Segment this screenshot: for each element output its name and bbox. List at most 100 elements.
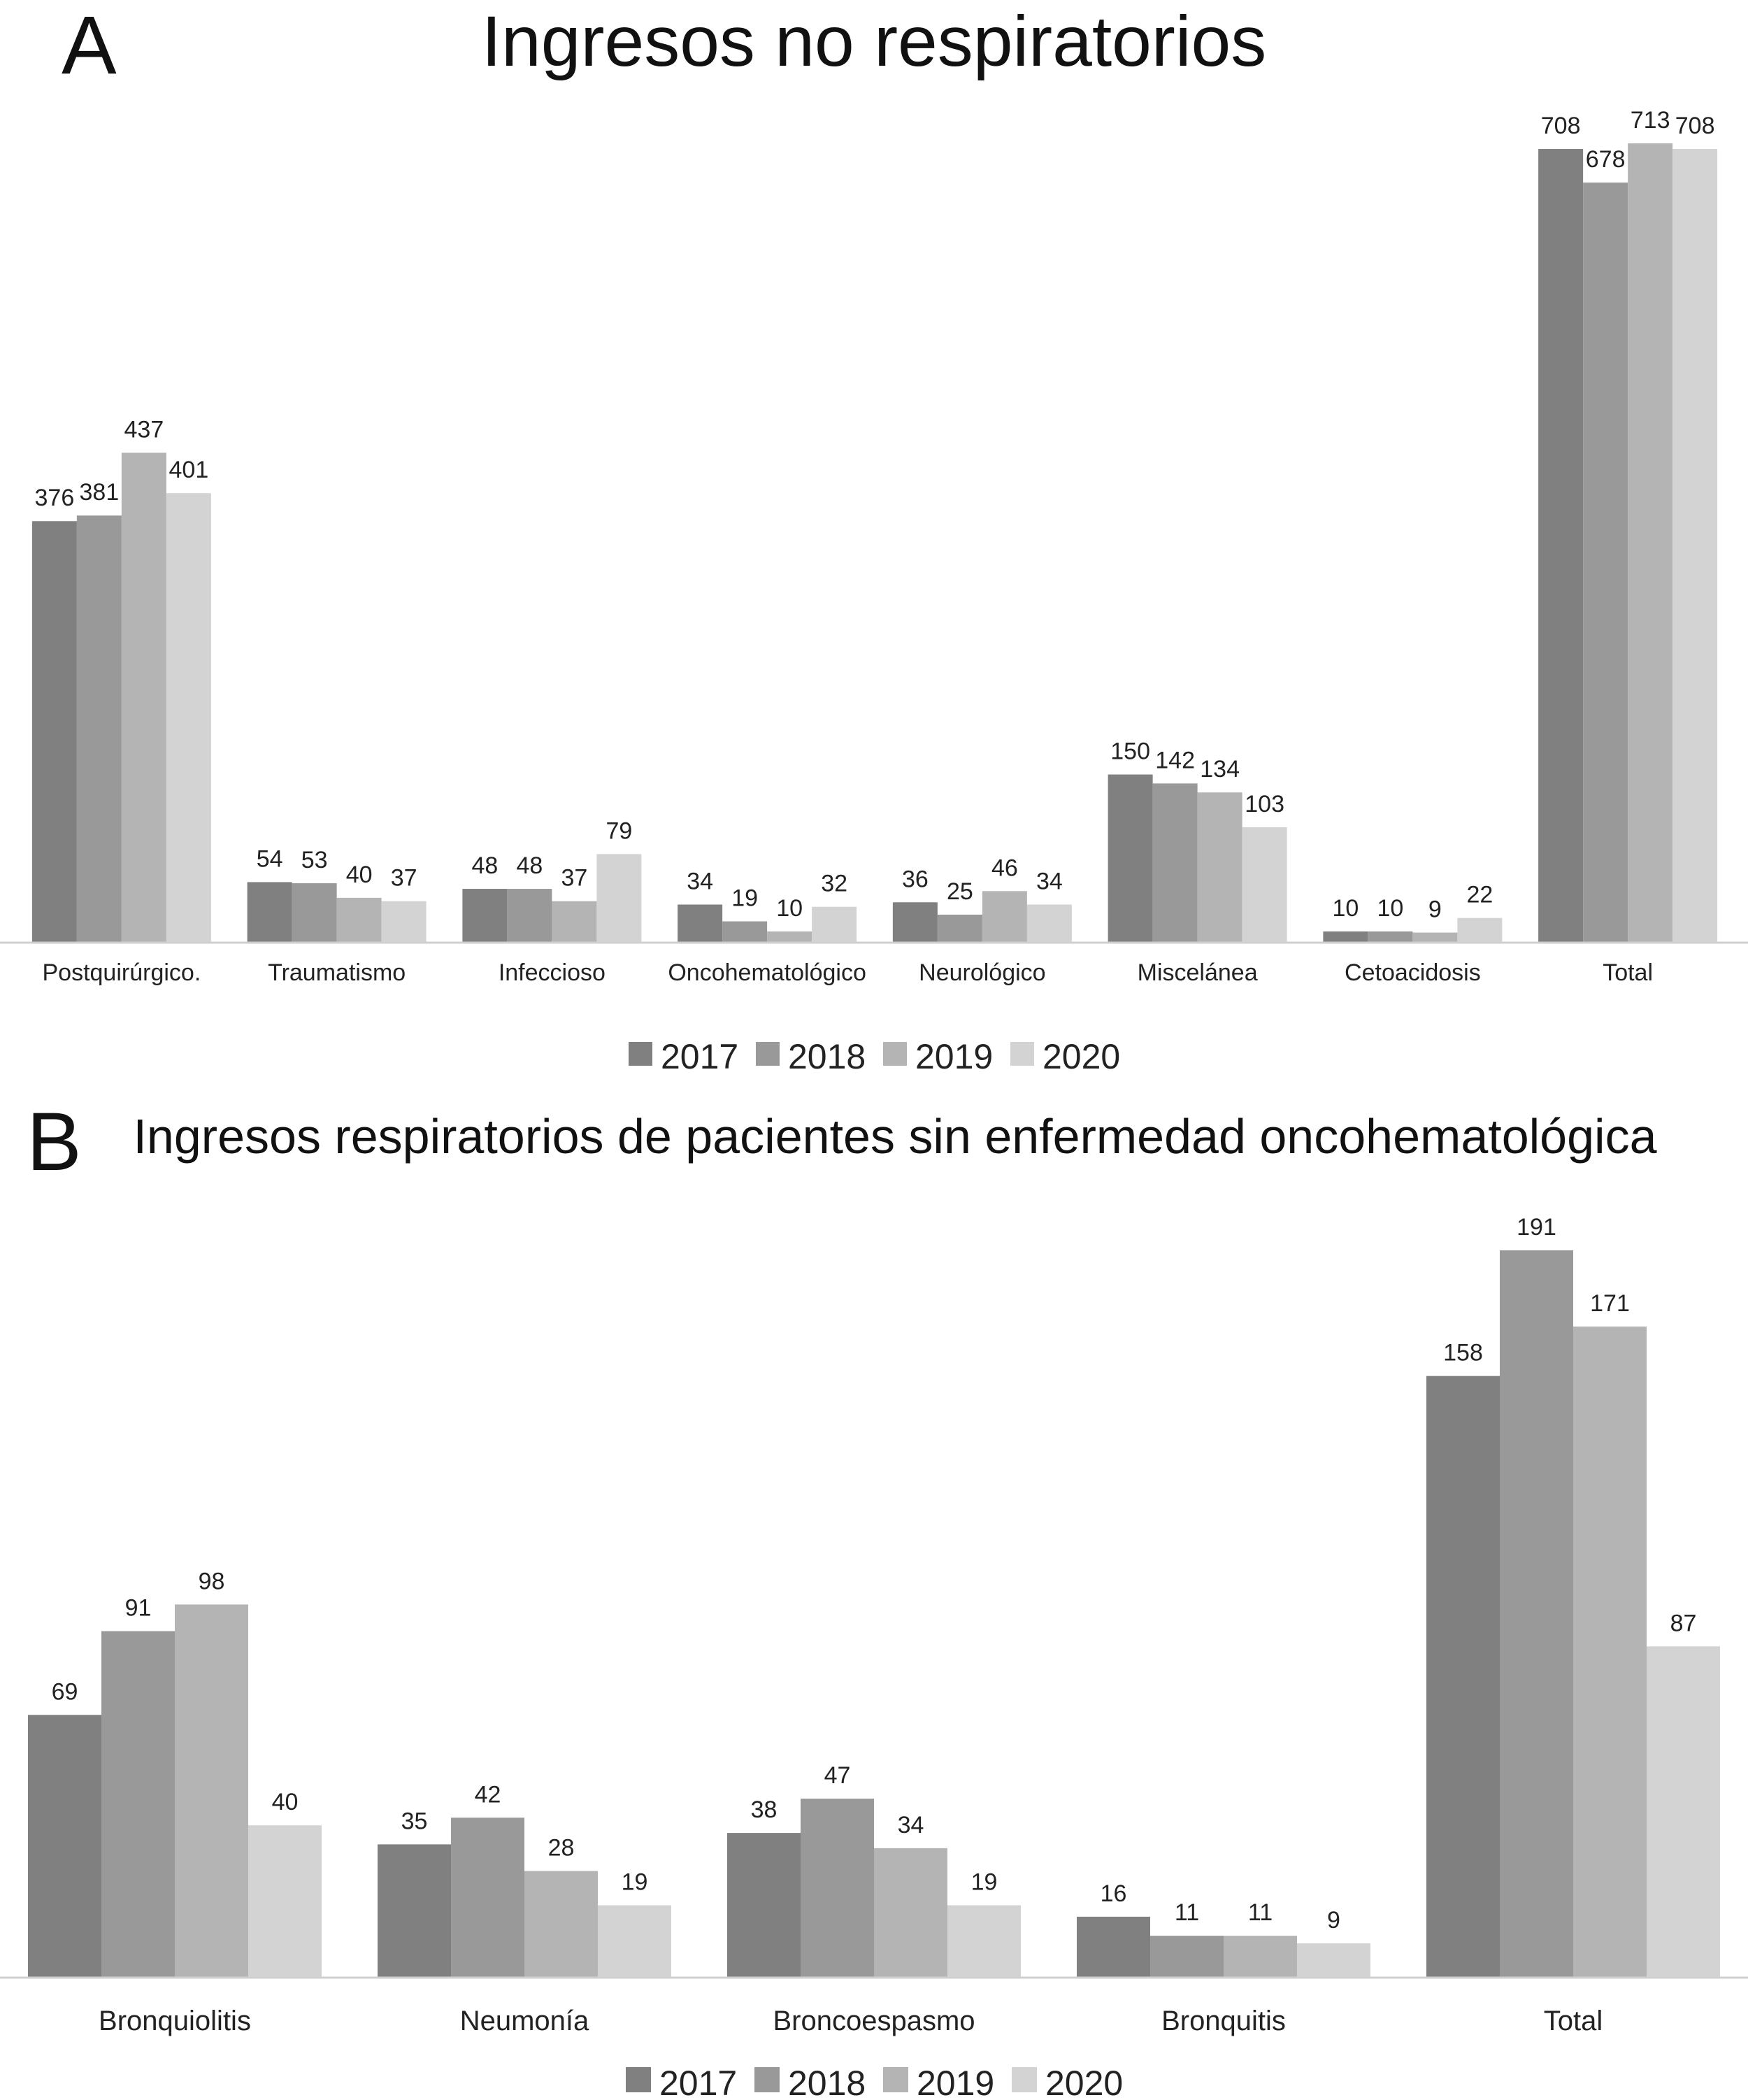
bar-total-2019 (1628, 143, 1673, 943)
data-label-miscelanea-2020: 103 (1245, 791, 1284, 817)
data-label-total-2018: 678 (1586, 146, 1626, 173)
data-label-broncoespasmo-2018: 47 (824, 1762, 851, 1789)
legend-swatch-2017 (629, 1042, 652, 1066)
data-label-bronquiolitis-2020: 40 (272, 1789, 299, 1815)
legend-swatch-2018 (754, 2067, 780, 2092)
data-label-broncoespasmo-2017: 38 (751, 1797, 778, 1823)
bar-bronquiolitis-2020 (248, 1825, 322, 1978)
panel-label-a: A (62, 0, 117, 92)
data-label-infeccioso-2018: 48 (516, 852, 543, 879)
category-label-oncohematologico: Oncohematológico (668, 959, 866, 986)
bar-infeccioso-2020 (596, 854, 642, 943)
category-label-neumonia: Neumonía (460, 2006, 589, 2036)
data-label-traumatismo-2017: 54 (257, 845, 283, 872)
data-label-postquirurgico-2020: 401 (169, 457, 209, 483)
bar-traumatismo-2018 (292, 883, 337, 943)
category-label-broncoespasmo: Broncoespasmo (773, 2006, 975, 2036)
data-label-neurologico-2017: 36 (902, 866, 929, 892)
bar-infeccioso-2019 (552, 901, 597, 943)
chart-a-title: Ingresos no respiratorios (481, 1, 1267, 81)
legend-label-2020: 2020 (1045, 2064, 1123, 2100)
data-label-oncohematologico-2020: 32 (821, 871, 847, 897)
data-label-neumonia-2019: 28 (548, 1835, 575, 1862)
bar-bronquitis-2019 (1224, 1936, 1297, 1978)
legend-item-2019: 2019 (883, 2064, 994, 2100)
bar-postquirurgico-2019 (121, 452, 166, 943)
category-label-neurologico: Neurológico (919, 959, 1045, 986)
bar-broncoespasmo-2020 (947, 1905, 1021, 1978)
legend-swatch-2017 (626, 2067, 651, 2092)
legend-item-2020: 2020 (1012, 2064, 1123, 2100)
bar-cetoacidosis-2020 (1457, 917, 1503, 943)
data-label-cetoacidosis-2020: 22 (1466, 882, 1493, 908)
data-label-bronquitis-2019: 11 (1248, 1899, 1273, 1926)
bar-broncoespasmo-2017 (727, 1833, 801, 1978)
bar-miscelanea-2019 (1197, 792, 1242, 943)
bar-infeccioso-2017 (462, 889, 508, 943)
data-label-miscelanea-2019: 134 (1200, 756, 1240, 783)
bar-postquirurgico-2020 (166, 493, 211, 943)
data-label-miscelanea-2017: 150 (1110, 738, 1150, 765)
data-label-neumonia-2017: 35 (401, 1808, 428, 1834)
data-label-neumonia-2018: 42 (475, 1781, 501, 1808)
data-label-bronquitis-2017: 16 (1101, 1880, 1127, 1907)
category-label-total: Total (1544, 2006, 1603, 2036)
data-label-bronquiolitis-2019: 98 (199, 1568, 225, 1594)
category-label-infeccioso: Infeccioso (499, 959, 606, 986)
bar-neurologico-2019 (982, 891, 1027, 943)
bar-traumatismo-2019 (336, 897, 382, 943)
data-label-neumonia-2020: 19 (622, 1869, 648, 1896)
bar-total-2017 (1426, 1376, 1500, 1978)
bar-bronquitis-2017 (1077, 1916, 1150, 1978)
data-label-neurologico-2019: 46 (991, 855, 1018, 881)
bar-bronquitis-2020 (1297, 1943, 1370, 1978)
category-label-cetoacidosis: Cetoacidosis (1345, 959, 1481, 986)
bar-postquirurgico-2018 (76, 515, 122, 943)
bar-neurologico-2020 (1026, 904, 1072, 943)
data-label-cetoacidosis-2017: 10 (1332, 895, 1359, 922)
data-label-infeccioso-2017: 48 (471, 852, 498, 879)
category-label-traumatismo: Traumatismo (268, 959, 406, 986)
chart-b: 69 91 98 40 Bronquiolitis 35 42 28 19 Neumonía 38 4… (0, 1214, 1748, 2100)
legend-label-2019: 2019 (915, 1037, 993, 1076)
bar-infeccioso-2018 (507, 889, 552, 943)
data-label-infeccioso-2020: 79 (606, 817, 632, 844)
legend-item-2017: 2017 (626, 2064, 737, 2100)
legend-swatch-2019 (883, 1042, 907, 1066)
bar-total-2019 (1573, 1326, 1647, 1978)
data-label-cetoacidosis-2019: 9 (1428, 897, 1442, 923)
bar-total-2017 (1538, 149, 1584, 943)
category-label-total: Total (1603, 959, 1653, 986)
legend-item-2018: 2018 (756, 1037, 866, 1076)
data-label-broncoespasmo-2019: 34 (898, 1812, 924, 1838)
bar-cetoacidosis-2018 (1368, 931, 1413, 943)
data-label-neurologico-2018: 25 (947, 878, 973, 905)
bar-miscelanea-2018 (1152, 783, 1198, 943)
bar-neumonia-2020 (598, 1905, 671, 1978)
data-label-bronquiolitis-2018: 91 (125, 1595, 152, 1622)
bar-total-2018 (1500, 1250, 1573, 1978)
legend-label-2018: 2018 (788, 1037, 866, 1076)
bar-bronquiolitis-2017 (28, 1715, 101, 1978)
legend-label-2017: 2017 (659, 2064, 737, 2100)
data-label-traumatismo-2018: 53 (301, 847, 328, 873)
data-label-traumatismo-2019: 40 (346, 862, 373, 888)
category-label-bronquiolitis: Bronquiolitis (99, 2006, 251, 2036)
data-label-miscelanea-2018: 142 (1155, 747, 1195, 773)
legend-item-2018: 2018 (754, 2064, 866, 2100)
legend-item-2017: 2017 (629, 1037, 738, 1076)
legend-swatch-2020 (1012, 2067, 1037, 2092)
bar-neurologico-2018 (937, 914, 982, 943)
bar-bronquiolitis-2018 (101, 1631, 175, 1978)
data-label-oncohematologico-2019: 10 (776, 895, 803, 922)
data-label-broncoespasmo-2020: 19 (971, 1869, 998, 1896)
legend-swatch-2018 (756, 1042, 780, 1066)
data-label-postquirurgico-2019: 437 (124, 416, 164, 443)
chart-b-title: Ingresos respiratorios de pacientes sin … (133, 1109, 1657, 1164)
category-label-bronquitis: Bronquitis (1161, 2006, 1286, 2036)
legend-swatch-2019 (883, 2067, 908, 2092)
data-label-total-2020: 87 (1670, 1610, 1697, 1636)
data-label-oncohematologico-2018: 19 (731, 885, 758, 912)
bar-neumonia-2019 (524, 1871, 598, 1978)
bar-cetoacidosis-2017 (1323, 931, 1368, 943)
